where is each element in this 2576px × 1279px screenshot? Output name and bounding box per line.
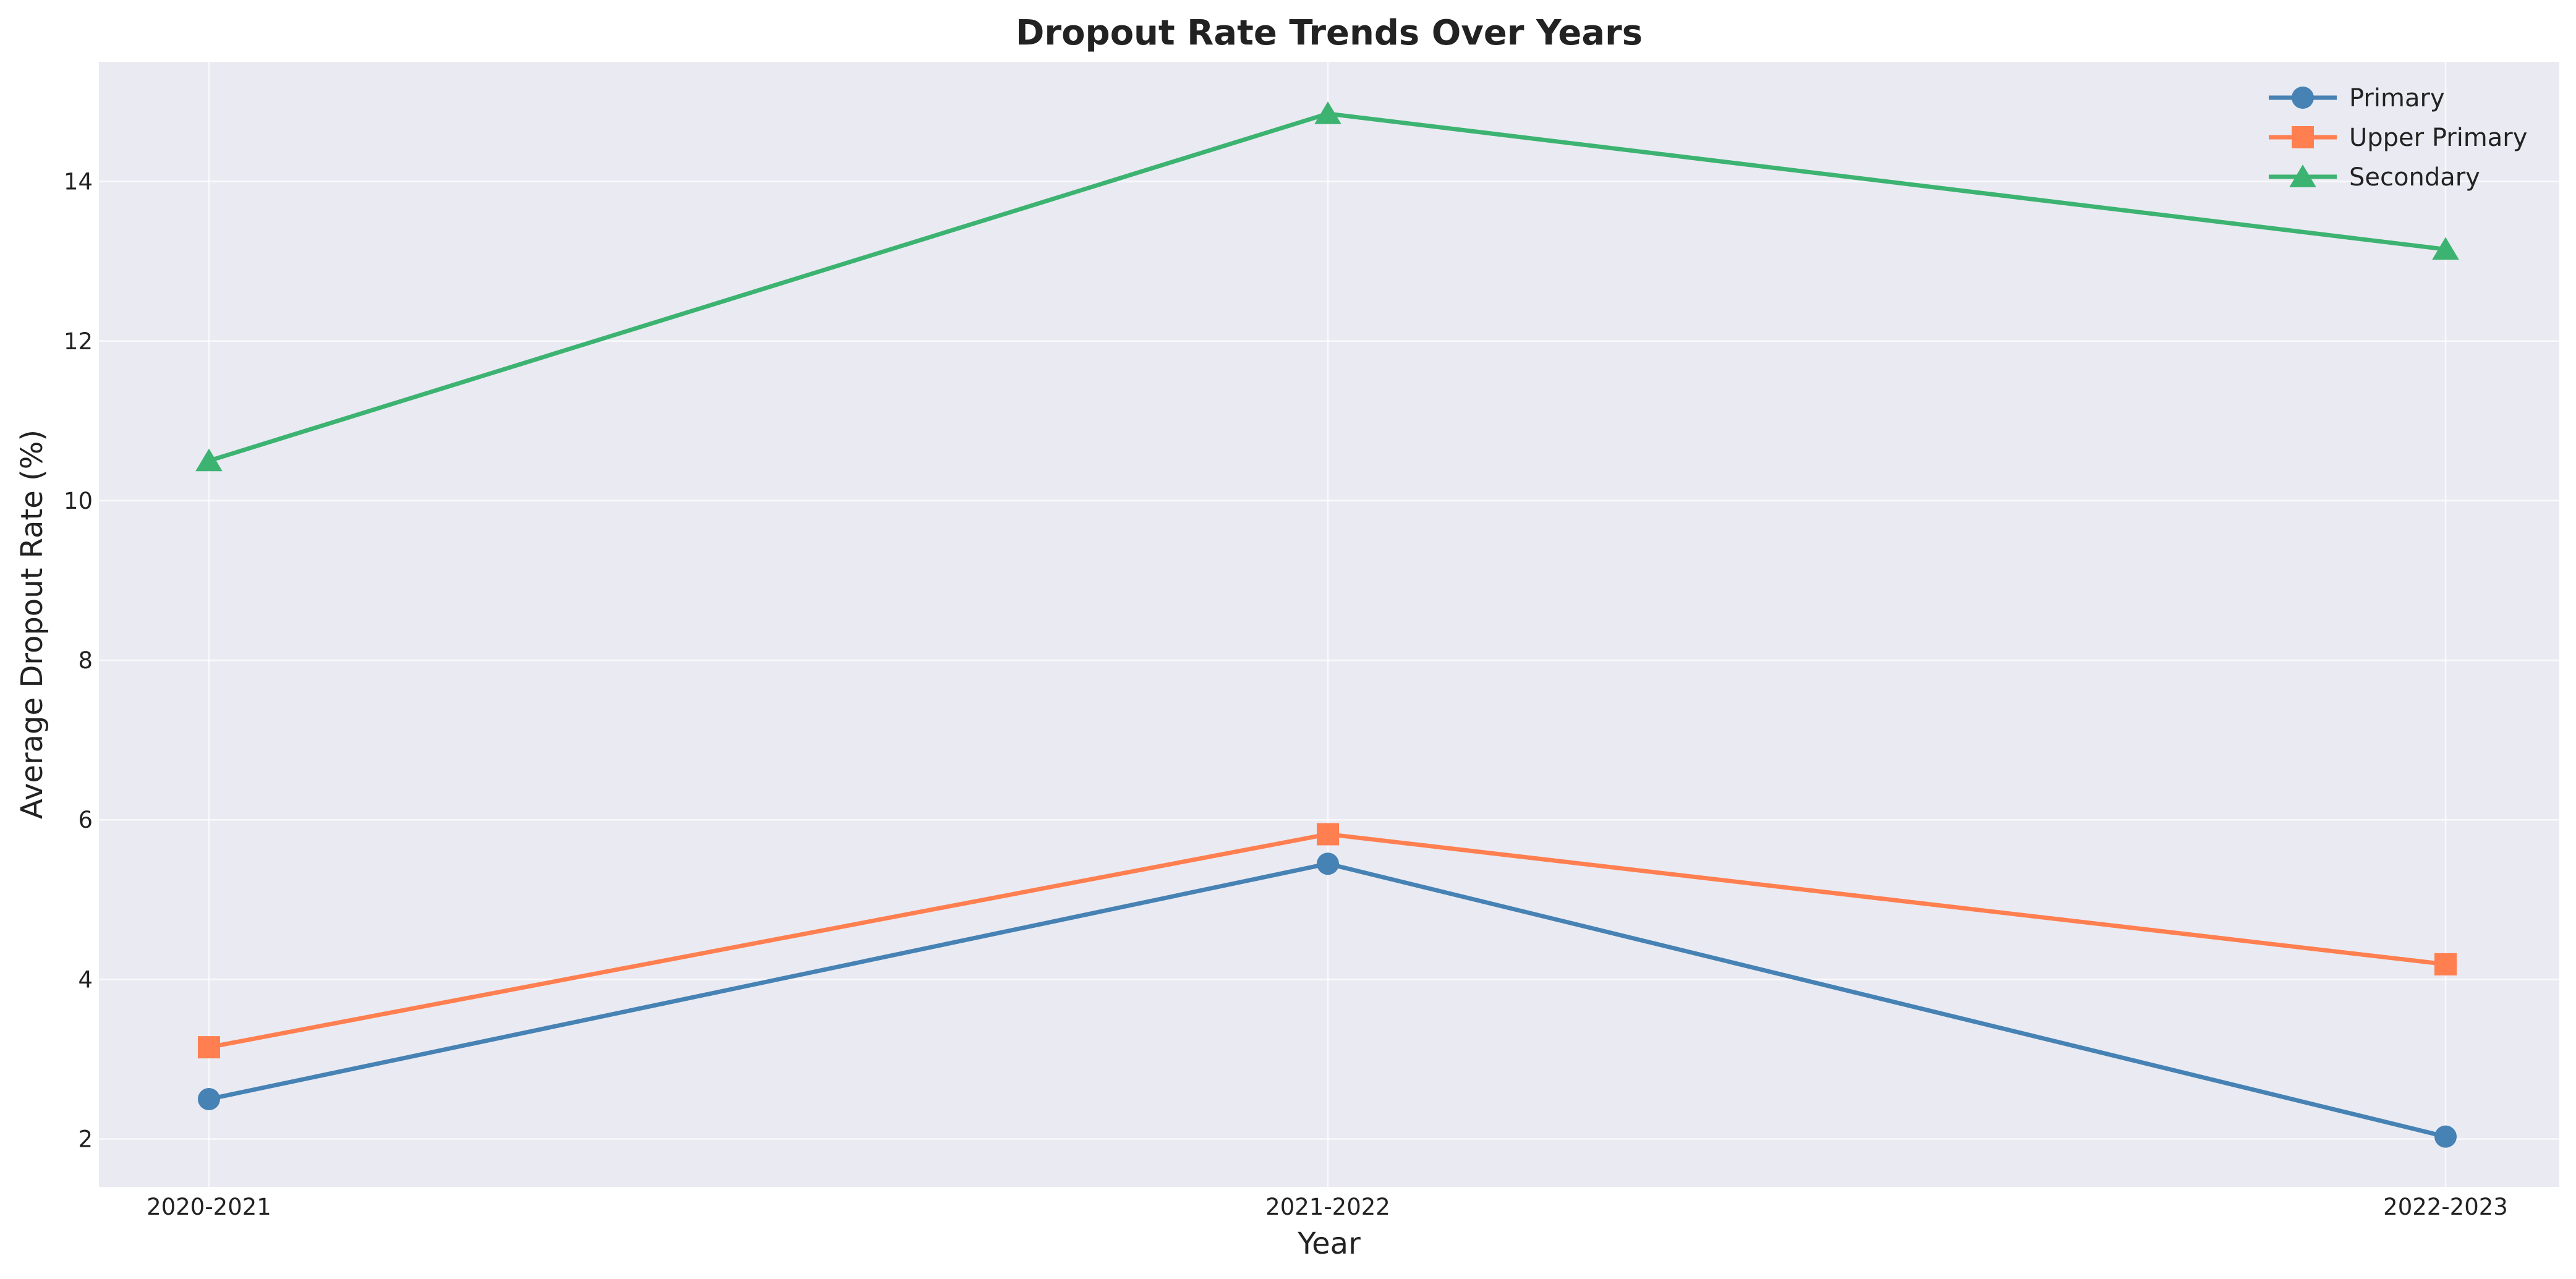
legend-item-primary: Primary xyxy=(2269,84,2445,113)
legend-item-upper-primary: Upper Primary xyxy=(2269,124,2527,152)
data-point-upper-primary xyxy=(2434,953,2457,975)
data-point-primary xyxy=(1317,852,1339,875)
x-tick-label: 2022-2023 xyxy=(2383,1194,2508,1220)
series-layer xyxy=(195,101,2459,1148)
y-tick-label: 2 xyxy=(78,1126,93,1153)
data-point-secondary xyxy=(2432,237,2459,260)
legend: Primary Upper Primary Secondary xyxy=(2269,84,2527,192)
plot-background xyxy=(99,62,2559,1187)
legend-marker xyxy=(2289,164,2316,187)
series-primary xyxy=(198,852,2457,1148)
y-tick-label: 4 xyxy=(78,966,93,993)
y-tick-label: 12 xyxy=(64,328,93,355)
chart-title: Dropout Rate Trends Over Years xyxy=(1016,13,1643,53)
legend-marker xyxy=(2292,126,2314,148)
data-point-secondary xyxy=(195,448,223,472)
grid xyxy=(99,62,2559,1187)
data-point-secondary xyxy=(1314,101,1341,124)
data-point-upper-primary xyxy=(1317,823,1339,846)
data-point-primary xyxy=(198,1088,220,1111)
y-axis-ticks: 2 4 6 8 10 12 14 xyxy=(64,169,93,1153)
x-axis-ticks: 2020-2021 2021-2022 2022-2023 xyxy=(147,1194,2508,1220)
data-point-upper-primary xyxy=(198,1036,220,1059)
y-tick-label: 10 xyxy=(64,488,93,514)
series-upper-primary xyxy=(198,823,2457,1059)
y-tick-label: 8 xyxy=(78,647,93,674)
data-point-primary xyxy=(2434,1125,2457,1148)
x-tick-label: 2021-2022 xyxy=(1265,1194,1390,1220)
legend-label: Secondary xyxy=(2349,163,2480,192)
legend-label: Primary xyxy=(2349,84,2445,113)
y-tick-label: 6 xyxy=(78,807,93,833)
y-axis-label: Average Dropout Rate (%) xyxy=(15,430,49,819)
legend-item-secondary: Secondary xyxy=(2269,163,2480,192)
x-tick-label: 2020-2021 xyxy=(147,1194,271,1220)
series-secondary xyxy=(195,101,2459,472)
x-axis-label: Year xyxy=(1297,1226,1361,1261)
legend-label: Upper Primary xyxy=(2349,124,2527,152)
y-tick-label: 14 xyxy=(64,169,93,195)
legend-marker xyxy=(2292,87,2314,109)
